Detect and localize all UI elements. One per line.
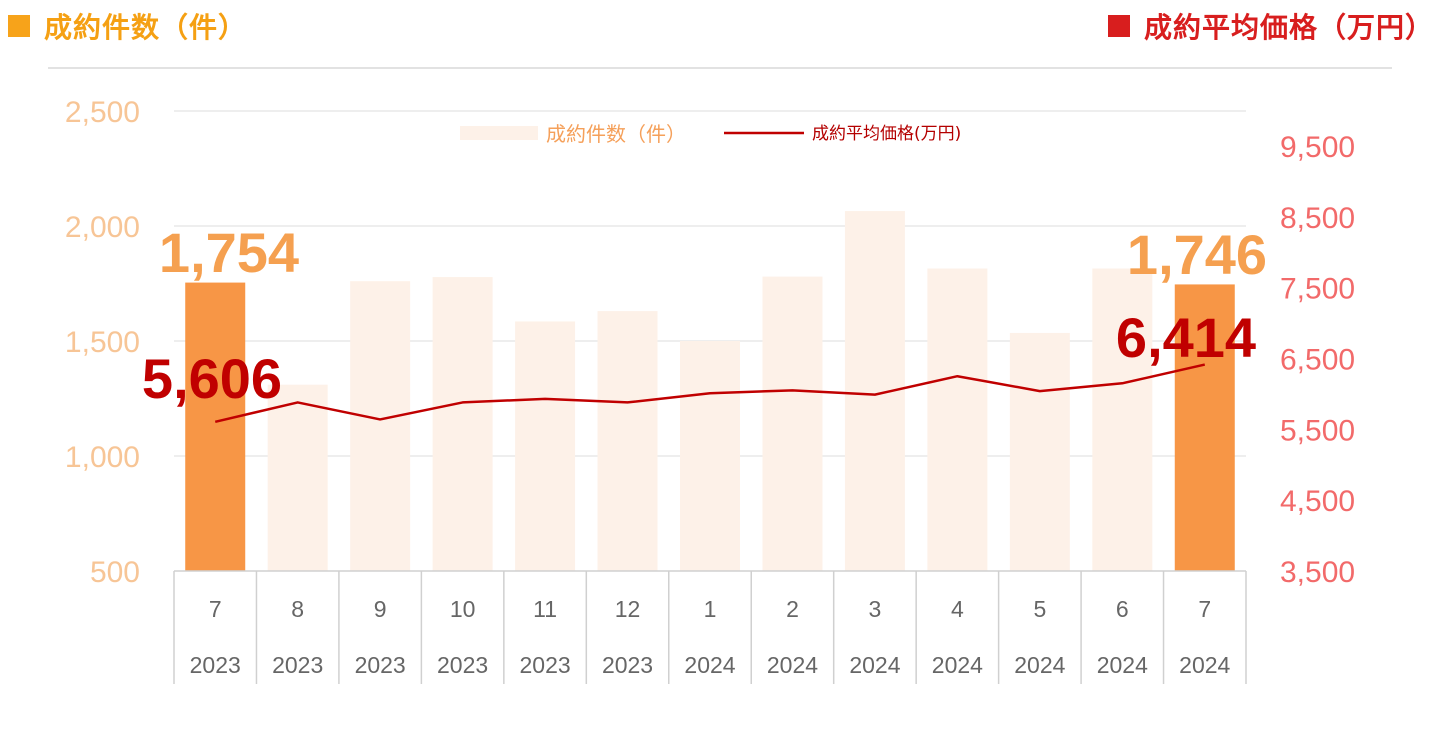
right-axis-header-label: 成約平均価格（万円）: [1143, 11, 1434, 44]
x-tick-month: 5: [1033, 596, 1046, 622]
x-tick-month: 8: [291, 596, 304, 622]
x-tick-month: 12: [615, 596, 641, 622]
right-axis-ticks: 3,500 4,500 5,500 6,500 7,500 8,500 9,500: [1280, 131, 1355, 589]
count-bar: [515, 321, 576, 571]
count-bar: [597, 311, 658, 571]
category-axis: 7 2023 8 2023 9 2023 10 2023 11 2023 12 2023 1 2024 2 2…: [173, 570, 1247, 684]
x-tick-year: 2023: [355, 652, 406, 678]
legend-price-label: 成約平均価格(万円): [812, 124, 961, 144]
left-axis-header: 成約件数（件）: [8, 6, 247, 46]
count-bar: [432, 277, 493, 571]
price-line-series: [214, 363, 1206, 424]
x-tick-month: 1: [704, 596, 717, 622]
x-tick-month: 11: [533, 596, 557, 622]
x-tick-year: 2024: [849, 652, 900, 678]
data-labels: 1,754 1,746 5,606 6,414: [142, 221, 1267, 410]
x-tick-year: 2023: [272, 652, 323, 678]
right-tick-label: 4,500: [1280, 485, 1355, 518]
x-tick-month: 4: [951, 596, 964, 622]
left-tick-label: 500: [90, 556, 140, 589]
data-label-first-count: 1,754: [159, 221, 299, 284]
left-tick-label: 2,500: [65, 96, 140, 129]
x-tick-month: 7: [209, 596, 222, 622]
x-tick-year: 2024: [932, 652, 983, 678]
left-tick-label: 1,000: [65, 441, 140, 474]
x-tick-year: 2024: [684, 652, 735, 678]
left-axis-header-label: 成約件数（件）: [44, 11, 248, 44]
count-bar: [1174, 284, 1235, 571]
x-tick-year: 2024: [1014, 652, 1065, 678]
legend-count-label: 成約件数（件）: [546, 122, 686, 146]
x-tick-year: 2024: [767, 652, 818, 678]
left-axis-ticks: 500 1,000 1,500 2,000 2,500: [65, 96, 140, 589]
left-tick-label: 1,500: [65, 326, 140, 359]
x-tick-year: 2024: [1097, 652, 1148, 678]
x-tick-year: 2023: [602, 652, 653, 678]
x-tick-month: 10: [450, 596, 476, 622]
orange-square-icon: [8, 15, 30, 37]
right-axis-header: 成約平均価格（万円）: [1107, 6, 1434, 46]
count-bar: [185, 282, 246, 571]
x-tick-month: 2: [786, 596, 799, 622]
count-bar: [927, 268, 988, 571]
right-tick-label: 6,500: [1280, 344, 1355, 377]
right-tick-label: 5,500: [1280, 414, 1355, 447]
x-tick-year: 2023: [190, 652, 241, 678]
count-bars: [185, 211, 1235, 572]
count-bar: [762, 276, 823, 571]
right-tick-label: 9,500: [1280, 131, 1355, 164]
data-label-first-price: 5,606: [142, 347, 282, 410]
count-bar: [350, 281, 411, 571]
x-tick-month: 6: [1116, 596, 1129, 622]
red-square-icon: [1107, 15, 1130, 37]
count-bar: [680, 341, 740, 571]
left-tick-label: 2,000: [65, 211, 140, 244]
chart-legend: 成約件数（件） 成約平均価格(万円): [460, 122, 961, 146]
count-bar: [267, 384, 328, 571]
x-tick-month: 3: [869, 596, 882, 622]
x-tick-month: 7: [1198, 596, 1211, 622]
data-label-last-count: 1,746: [1127, 223, 1267, 286]
x-tick-year: 2023: [519, 652, 570, 678]
count-bar: [1009, 332, 1070, 571]
data-label-last-price: 6,414: [1116, 306, 1256, 369]
count-bar: [1092, 268, 1153, 571]
x-tick-year: 2023: [437, 652, 488, 678]
x-tick-year: 2024: [1179, 652, 1230, 678]
legend-count-swatch: [460, 126, 538, 140]
right-tick-label: 8,500: [1280, 202, 1355, 235]
right-tick-label: 7,500: [1280, 273, 1355, 306]
right-tick-label: 3,500: [1280, 556, 1355, 589]
x-tick-month: 9: [374, 596, 387, 622]
